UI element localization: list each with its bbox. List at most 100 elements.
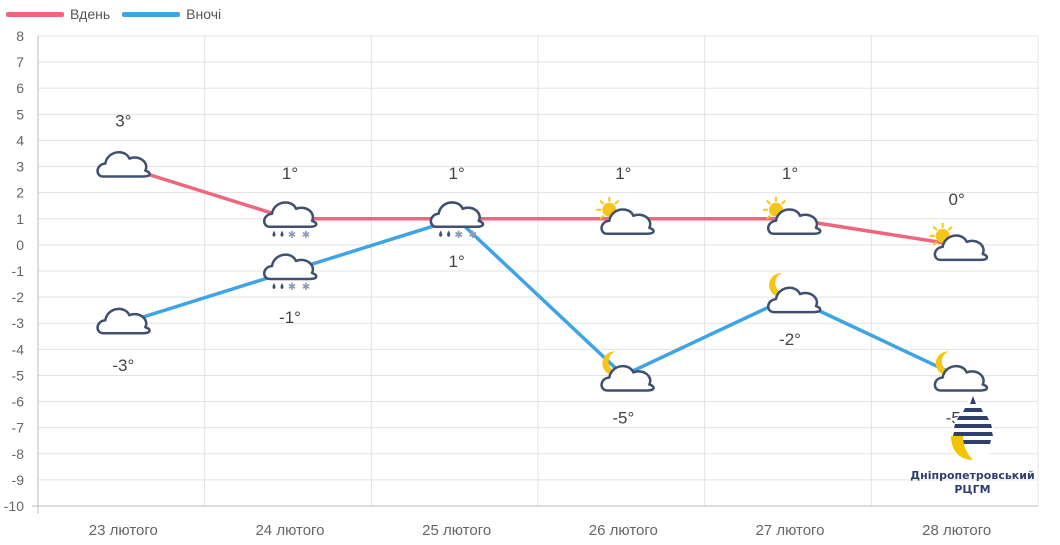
cloud-shape bbox=[933, 364, 989, 392]
precip-icon: ✱ ✱ bbox=[439, 230, 477, 241]
night-data-label: -5° bbox=[612, 408, 634, 427]
y-tick-label: -1 bbox=[12, 263, 25, 279]
night-weather-icon bbox=[933, 351, 989, 392]
cloud-shape bbox=[767, 208, 822, 236]
x-tick-label: 26 лютого bbox=[589, 522, 658, 539]
snowflake: ✱ bbox=[468, 230, 476, 241]
precip-icon: ✱ ✱ bbox=[272, 282, 310, 293]
cloud-shape bbox=[767, 286, 822, 314]
sun-ray bbox=[780, 199, 786, 205]
cloud-shape bbox=[96, 151, 151, 178]
moon-icon bbox=[769, 273, 790, 298]
raindrop bbox=[447, 230, 451, 237]
y-tick-label: -2 bbox=[12, 289, 25, 305]
night-data-label: -3° bbox=[112, 356, 134, 375]
y-tick-label: 3 bbox=[16, 159, 24, 175]
sun-ray bbox=[932, 240, 938, 246]
y-tick-label: 2 bbox=[16, 185, 24, 201]
cloud-shape bbox=[96, 307, 151, 335]
day-weather-icon bbox=[929, 222, 989, 262]
raindrop bbox=[280, 230, 284, 237]
x-tick-label: 24 лютого bbox=[255, 522, 324, 539]
chart-legend: Вдень Вночі bbox=[6, 4, 233, 24]
legend-swatch-day bbox=[6, 11, 64, 17]
snowflake: ✱ bbox=[454, 230, 462, 241]
y-tick-label: -5 bbox=[12, 367, 25, 383]
y-tick-label: 8 bbox=[16, 28, 24, 44]
sun-ray bbox=[766, 214, 772, 220]
moon-icon bbox=[602, 351, 624, 376]
snowflake: ✱ bbox=[302, 230, 310, 241]
cloud-shape bbox=[263, 201, 318, 229]
raindrop bbox=[272, 283, 276, 289]
day-data-label: 0° bbox=[949, 190, 965, 209]
logo-text-line1: Дніпропетровський bbox=[910, 469, 1035, 482]
y-tick-label: 4 bbox=[16, 132, 24, 148]
x-tick-label: 23 лютого bbox=[89, 522, 158, 539]
y-tick-label: -3 bbox=[12, 315, 25, 331]
day-weather-icon: ✱ ✱ bbox=[263, 201, 318, 241]
y-tick-label: 7 bbox=[16, 54, 24, 70]
night-weather-icon: ✱ ✱ bbox=[429, 201, 485, 241]
logo: Дніпропетровський РЦГМ bbox=[900, 392, 1045, 497]
night-weather-icon bbox=[767, 273, 822, 314]
x-tick-label: 25 лютого bbox=[422, 522, 491, 539]
sun-ray bbox=[932, 225, 938, 231]
y-tick-label: 1 bbox=[16, 211, 24, 227]
sun-ray bbox=[947, 225, 953, 231]
raindrop bbox=[280, 283, 284, 289]
y-tick-label: -4 bbox=[12, 341, 25, 357]
day-data-label: 3° bbox=[115, 112, 131, 131]
night-weather-icon bbox=[96, 307, 151, 335]
series-line-day bbox=[122, 164, 957, 247]
snowflake: ✱ bbox=[468, 230, 476, 241]
night-data-label: -1° bbox=[279, 308, 301, 327]
legend-item-day[interactable]: Вдень bbox=[6, 6, 110, 22]
cloud-shape bbox=[263, 253, 318, 281]
x-tick-label: 27 лютого bbox=[755, 522, 824, 539]
moon-icon bbox=[935, 351, 957, 376]
sun-ray bbox=[599, 199, 605, 205]
day-weather-icon bbox=[763, 196, 822, 236]
grid bbox=[37, 35, 1039, 507]
sun-ray bbox=[766, 199, 772, 205]
night-weather-icon: ✱ ✱ bbox=[263, 253, 318, 293]
cloud-shape bbox=[600, 364, 655, 392]
y-tick-label: -9 bbox=[12, 472, 25, 488]
y-tick-label: -6 bbox=[12, 394, 25, 410]
legend-swatch-night bbox=[122, 11, 181, 17]
logo-drop-icon bbox=[950, 394, 995, 462]
y-tick-label: 0 bbox=[16, 237, 24, 253]
snowflake: ✱ bbox=[288, 230, 296, 241]
logo-text: Дніпропетровський РЦГМ bbox=[900, 469, 1045, 497]
night-data-label: -2° bbox=[779, 330, 801, 349]
logo-text-line2: РЦГМ bbox=[954, 483, 991, 496]
night-weather-icon bbox=[600, 351, 655, 392]
day-data-label: 1° bbox=[449, 164, 465, 183]
day-data-label: 1° bbox=[282, 164, 298, 183]
night-data-label: 1° bbox=[449, 252, 465, 271]
legend-item-night[interactable]: Вночі bbox=[122, 6, 221, 22]
raindrop bbox=[439, 230, 443, 237]
legend-label-night: Вночі bbox=[186, 6, 222, 22]
y-tick-label: 5 bbox=[16, 106, 24, 122]
precip-icon: ✱ ✱ bbox=[272, 230, 310, 241]
y-tick-label: -10 bbox=[4, 498, 24, 514]
sun-ray bbox=[599, 214, 605, 220]
cloud-shape bbox=[429, 201, 485, 229]
snowflake: ✱ bbox=[288, 282, 296, 293]
sun-ray bbox=[614, 199, 620, 205]
snowflake: ✱ bbox=[454, 230, 462, 241]
cloud-shape bbox=[933, 234, 989, 262]
y-tick-label: -8 bbox=[12, 446, 25, 462]
raindrop bbox=[272, 230, 276, 237]
legend-label-day: Вдень bbox=[70, 6, 111, 22]
cloud-shape bbox=[600, 208, 655, 236]
day-weather-icon bbox=[596, 196, 655, 236]
snowflake: ✱ bbox=[302, 282, 310, 293]
day-data-label: 1° bbox=[615, 164, 631, 183]
y-tick-label: -7 bbox=[12, 420, 25, 436]
day-data-label: 1° bbox=[782, 164, 798, 183]
y-tick-label: 6 bbox=[16, 80, 24, 96]
